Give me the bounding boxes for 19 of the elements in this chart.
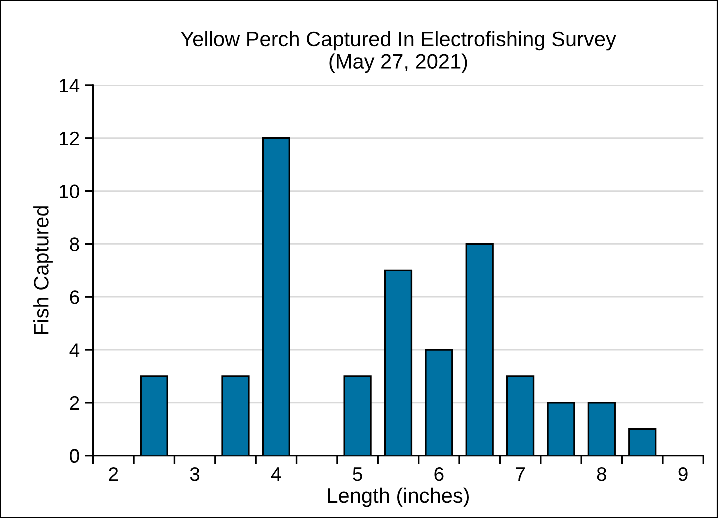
y-tick-label: 6 (70, 290, 80, 304)
y-axis-title: Fish Captured (34, 206, 53, 334)
x-tick-label: 5 (353, 468, 362, 482)
x-tick-label: 7 (516, 468, 525, 482)
x-tick-label: 2 (109, 467, 118, 482)
y-tick-label: 2 (70, 396, 80, 410)
x-tick-label: 3 (190, 467, 200, 482)
x-tick-label: 9 (678, 467, 688, 482)
y-tick-label: 8 (70, 238, 80, 252)
x-axis-title: Length (inches) (328, 488, 470, 508)
y-tick-label: 0 (70, 449, 80, 464)
x-tick-label: 8 (597, 467, 606, 482)
y-tick-label: 12 (60, 132, 80, 146)
chart-title: Yellow Perch Captured In Electrofishing Survey (May 27, 2021) (181, 31, 616, 74)
y-tick-label: 10 (60, 184, 80, 199)
x-tick-label: 4 (271, 468, 282, 482)
y-tick-label: 14 (60, 79, 80, 93)
y-tick-label: 4 (70, 344, 80, 358)
x-tick-label: 6 (434, 467, 444, 482)
